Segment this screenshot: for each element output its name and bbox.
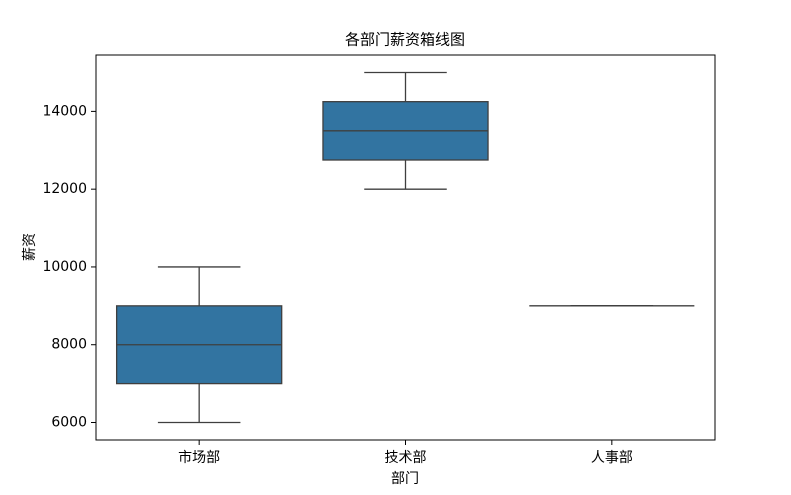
y-tick-label: 8000 bbox=[51, 337, 87, 353]
x-tick-label: 技术部 bbox=[385, 450, 427, 466]
y-axis-label: 薪资 bbox=[22, 233, 38, 261]
chart-title: 各部门薪资箱线图 bbox=[345, 31, 465, 49]
y-tick-label: 14000 bbox=[42, 103, 87, 119]
y-tick-label: 10000 bbox=[42, 259, 87, 275]
x-tick-label: 人事部 bbox=[591, 450, 633, 466]
y-tick-label: 6000 bbox=[51, 415, 87, 431]
x-axis-label: 部门 bbox=[391, 471, 419, 487]
x-tick-label: 市场部 bbox=[178, 449, 220, 466]
y-tick-label: 12000 bbox=[42, 181, 87, 197]
